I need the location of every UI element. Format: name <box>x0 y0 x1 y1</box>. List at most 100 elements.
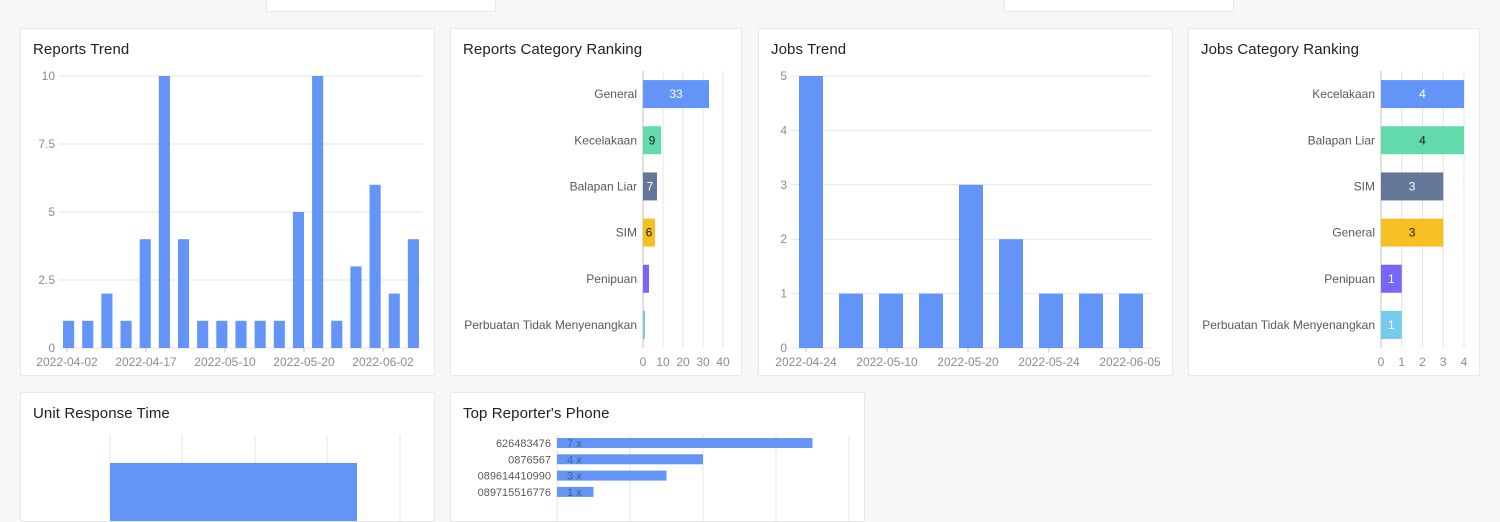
jobs-category-value-label: 4 <box>1419 87 1426 101</box>
top-reporter-phone-label: 089614410990 <box>478 471 551 483</box>
reports-category-chart: 0 10 20 30 40 General 33 Kecelakaan 9 Balapan Lia… <box>464 71 730 369</box>
top-tab-stub-left <box>266 0 496 12</box>
reports-category-category-label: Penipuan <box>586 272 637 286</box>
top-reporter-phone-label: 0876567 <box>508 454 551 466</box>
jobs-trend-y-tick-label: 2 <box>780 232 787 246</box>
jobs-category-bar <box>1381 218 1444 247</box>
jobs-category-bar <box>1381 310 1402 339</box>
jobs-category-category-label: Balapan Liar <box>1308 133 1375 147</box>
jobs-category-x-tick-label: 3 <box>1440 355 1447 369</box>
reports-category-x-tick-label: 30 <box>696 355 710 369</box>
unit-response-card: Unit Response Time <box>20 392 435 522</box>
reports-category-x-tick-label: 40 <box>716 355 730 369</box>
jobs-trend-x-tick-label: 2022-05-10 <box>856 355 918 369</box>
reports-category-x-tick-label: 0 <box>640 355 647 369</box>
jobs-trend-bar <box>879 293 903 348</box>
jobs-category-value-label: 1 <box>1388 318 1395 332</box>
jobs-category-category-label: SIM <box>1354 179 1375 193</box>
top-reporter-value-label: 7 x <box>567 438 582 450</box>
reports-category-value-label: 6 <box>646 226 653 240</box>
jobs-category-x-tick-label: 4 <box>1461 355 1468 369</box>
jobs-trend-bar <box>999 239 1023 348</box>
reports-category-bar <box>643 264 649 293</box>
jobs-category-card: Jobs Category Ranking 0 1 2 3 4 Kecelakaan 4 Ba… <box>1188 28 1480 376</box>
jobs-trend-bar <box>919 293 943 348</box>
top-reporter-value-label: 3 x <box>567 471 582 483</box>
reports-trend-x-tick-label: 2022-06-02 <box>352 355 414 369</box>
reports-trend-bar <box>407 239 419 348</box>
reports-category-category-label: General <box>594 87 637 101</box>
reports-category-bar <box>643 80 709 109</box>
reports-trend-bar <box>350 266 362 348</box>
jobs-category-category-label: General <box>1332 226 1375 240</box>
reports-trend-bar <box>331 320 343 348</box>
reports-trend-bar <box>82 320 94 348</box>
reports-category-value-label: 33 <box>669 87 683 101</box>
jobs-category-x-tick-label: 2 <box>1419 355 1426 369</box>
jobs-trend-bar <box>799 76 823 348</box>
jobs-category-category-label: Penipuan <box>1324 272 1375 286</box>
reports-trend-bar <box>120 320 132 348</box>
reports-trend-bar <box>369 184 381 348</box>
reports-trend-bar <box>158 76 170 348</box>
reports-trend-x-tick-label: 2022-04-02 <box>36 355 98 369</box>
reports-trend-y-tick-label: 7.5 <box>38 137 55 151</box>
top-reporter-value-label: 4 x <box>567 454 582 466</box>
reports-category-bar <box>643 218 655 247</box>
reports-category-value-label: 9 <box>649 133 656 147</box>
jobs-category-category-label: Kecelakaan <box>1312 87 1375 101</box>
jobs-category-title: Jobs Category Ranking <box>1201 41 1360 58</box>
jobs-category-value-label: 3 <box>1409 226 1416 240</box>
reports-category-category-label: SIM <box>616 226 637 240</box>
jobs-trend-bar <box>1039 293 1063 348</box>
top-reporter-phone-label: 626483476 <box>496 438 551 450</box>
reports-trend-bar <box>292 212 305 348</box>
unit-response-title: Unit Response Time <box>33 405 170 422</box>
top-reporter-chart: 626483476 7 x 0876567 4 x 089614410990 3 x 089… <box>478 435 850 521</box>
jobs-category-category-label: Perbuatan Tidak Menyenangkan <box>1202 318 1375 332</box>
unit-response-bar <box>110 463 357 521</box>
reports-trend-bar <box>216 320 228 348</box>
reports-trend-bar <box>235 320 247 348</box>
jobs-trend-bar <box>839 293 863 348</box>
jobs-trend-bar <box>959 184 983 348</box>
reports-category-card: Reports Category Ranking 0 10 20 30 40 Genera… <box>450 28 742 376</box>
jobs-category-value-label: 4 <box>1419 133 1426 147</box>
jobs-category-bar <box>1381 264 1402 293</box>
jobs-category-value-label: 1 <box>1388 272 1395 286</box>
top-reporter-bar <box>557 438 813 448</box>
jobs-trend-card: Jobs Trend 0 1 2 3 4 5 2022-04-24 2022-05-10 202… <box>758 28 1173 376</box>
reports-trend-card: Reports Trend 0 2.5 5 7.5 10 2022-04-02 2022-0… <box>20 28 435 376</box>
reports-trend-bar <box>101 293 113 348</box>
reports-category-value-label: 7 <box>647 179 654 193</box>
reports-trend-bar <box>312 76 324 348</box>
reports-category-category-label: Perbuatan Tidak Menyenangkan <box>464 318 637 332</box>
top-reporter-title: Top Reporter's Phone <box>463 405 610 422</box>
reports-category-bar <box>643 126 661 155</box>
jobs-trend-y-tick-label: 1 <box>780 287 787 301</box>
jobs-category-x-tick-label: 0 <box>1378 355 1385 369</box>
reports-trend-y-tick-label: 2.5 <box>38 273 55 287</box>
jobs-category-bar <box>1381 126 1464 155</box>
top-reporter-bar <box>557 486 594 497</box>
jobs-trend-bar <box>1079 293 1103 348</box>
reports-trend-bar <box>388 293 400 348</box>
jobs-category-value-label: 3 <box>1409 179 1416 193</box>
jobs-trend-y-tick-label: 4 <box>780 123 787 137</box>
jobs-trend-y-tick-label: 0 <box>780 341 787 355</box>
reports-category-bar <box>643 310 645 339</box>
jobs-trend-title: Jobs Trend <box>771 41 847 58</box>
jobs-trend-y-tick-label: 5 <box>780 69 787 83</box>
jobs-trend-x-tick-label: 2022-05-20 <box>937 355 999 369</box>
reports-category-x-tick-label: 10 <box>656 355 670 369</box>
reports-trend-x-tick-label: 2022-04-17 <box>115 355 177 369</box>
top-reporter-card: Top Reporter's Phone 626483476 7 x 0876567… <box>450 392 865 522</box>
reports-trend-title: Reports Trend <box>33 41 130 58</box>
top-reporter-bar <box>557 470 667 481</box>
jobs-trend-y-tick-label: 3 <box>780 178 787 192</box>
jobs-trend-x-tick-label: 2022-06-05 <box>1099 355 1161 369</box>
top-reporter-value-label: 1 x <box>567 487 582 499</box>
reports-trend-bar <box>139 239 151 348</box>
reports-category-title: Reports Category Ranking <box>463 41 643 58</box>
